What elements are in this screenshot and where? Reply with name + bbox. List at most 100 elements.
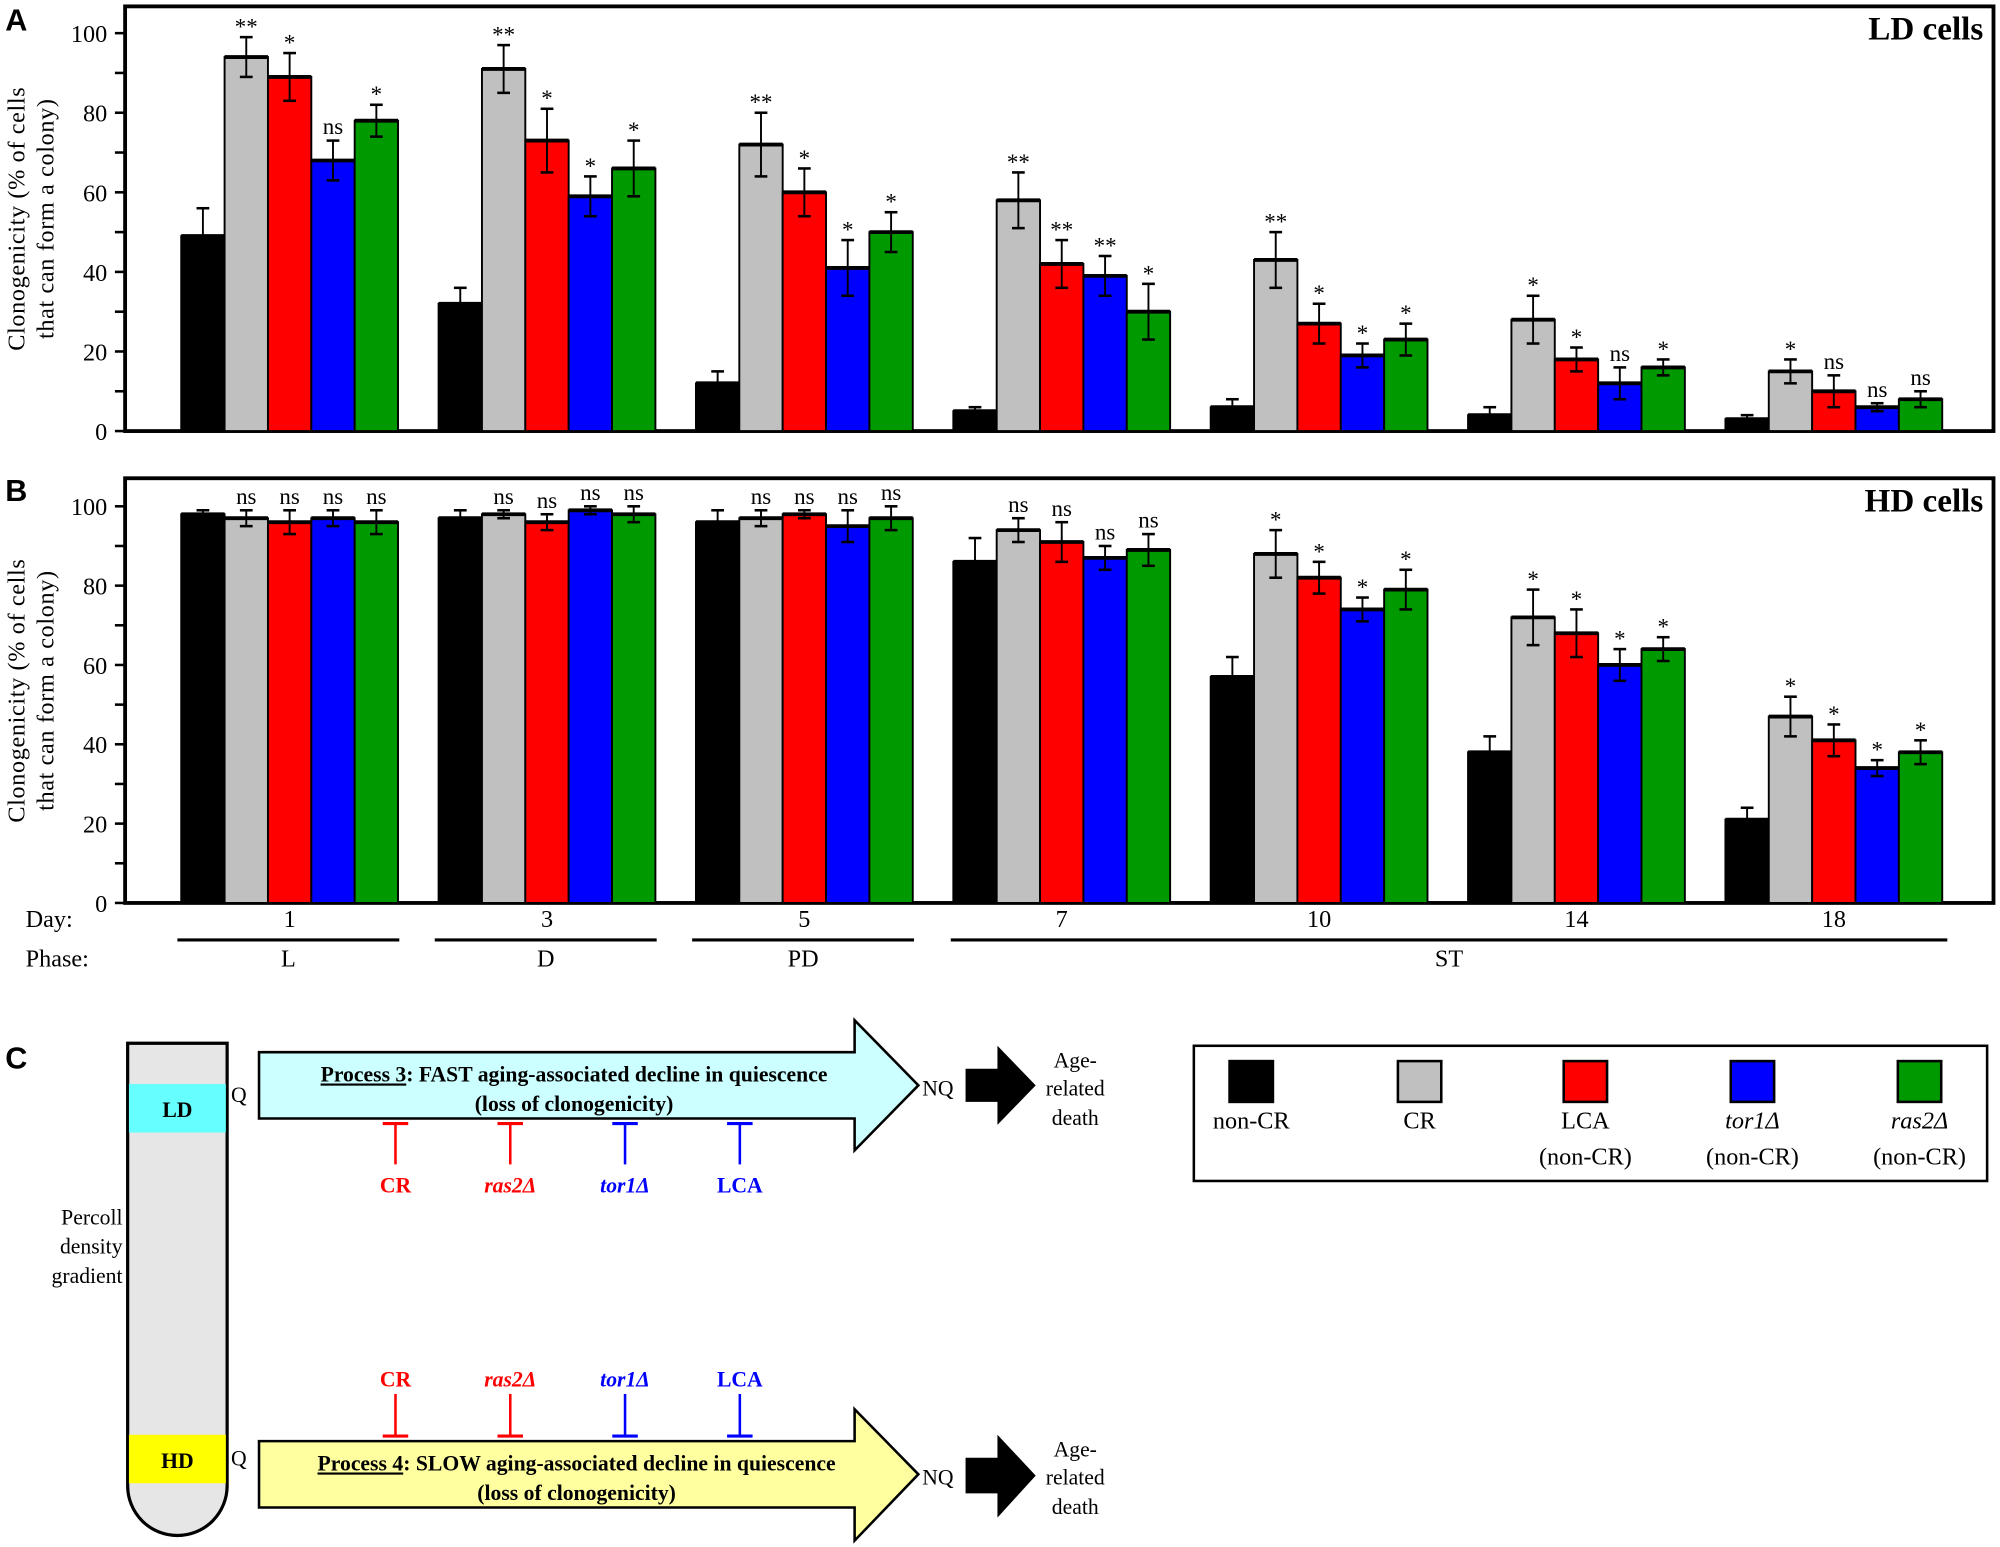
significance-label: ns [1610,341,1630,366]
process-4-text: : SLOW aging-associated decline in quies… [403,1451,836,1475]
bar [1383,588,1429,904]
significance-label: * [1313,281,1324,306]
bar [1039,541,1085,904]
bar [180,235,226,433]
significance-label: ns [624,480,644,505]
outcome-ld-line3: death [1052,1106,1099,1130]
inhibitor-label: tor1Δ [600,1173,650,1197]
significance-label: * [799,146,810,171]
significance-label: * [1657,337,1668,362]
process-3-text: : FAST aging-associated decline in quies… [406,1062,828,1086]
significance-label: ns [794,484,814,509]
bar [868,231,914,433]
day-tick-label: 18 [1822,906,1846,933]
y-axis-label-line1: Clonogenicity (% of cells [3,559,30,823]
significance-label: * [1785,674,1796,699]
significance-label: ns [279,484,299,509]
significance-label: * [885,190,896,215]
hd-title: HD cells [1865,482,1984,519]
bar [1125,548,1172,904]
bar [1597,664,1643,904]
significance-label: * [1313,539,1324,564]
inhibitors: CR CR ras2Δ ras2Δ tor1Δ tor1Δ LCA LCA [380,1121,763,1438]
diagram-panel-c: LD HD Percoll density gradient Q Q Proce… [52,1017,1105,1544]
bar [781,513,827,904]
process-3-name: Process 3 [321,1062,407,1086]
outcome-hd-line1: Age- [1054,1437,1097,1461]
bar [1640,648,1686,904]
process-4-name: Process 4 [318,1451,404,1475]
x-axis-days-phases: Day: Phase: 1 3 5 7 10 14 18 L D PD ST [26,906,1948,973]
day-tick-label: 1 [284,906,296,933]
ld-band-label: LD [162,1098,192,1122]
bar [1724,818,1770,904]
phase-label: PD [788,946,819,973]
bar [995,199,1042,433]
significance-label: ns [323,484,343,509]
significance-label: ns [236,484,256,509]
significance-label: ** [492,23,515,48]
day-tick-label: 14 [1564,906,1588,933]
significance-label: * [1571,325,1582,350]
significance-label: * [1871,738,1882,763]
inhibitor-label: ras2Δ [484,1367,536,1391]
panel-b-letter: B [5,474,27,508]
significance-label: * [1828,702,1839,727]
bar [480,68,527,433]
inhibitor-label: LCA [717,1367,763,1391]
bar [868,517,914,904]
day-tick-label: 5 [798,906,810,933]
significance-label: * [1527,273,1538,298]
significance-label: * [1915,718,1926,743]
ld-band [128,1084,226,1133]
process-4-title: Process 4: SLOW aging-associated decline… [318,1451,836,1475]
significance-label: * [284,31,295,56]
outcome-hd-line2: related [1046,1466,1105,1490]
bar [738,143,784,433]
y-tick-label: 20 [83,339,107,366]
bar [1467,751,1513,904]
outcome-ld-line1: Age- [1054,1048,1097,1072]
inhibitor-label: LCA [717,1173,763,1197]
panel-a-letter: A [5,4,27,38]
day-tick-label: 7 [1056,906,1068,933]
bar [310,517,356,904]
legend-swatch [1396,1059,1443,1104]
significance-label: ns [1008,492,1028,517]
process-3-arrow [257,1017,921,1154]
significance-label: ns [838,484,858,509]
inhibitor-label: CR [380,1173,412,1197]
significance-label: ns [323,114,343,139]
phase-label: D [537,946,555,973]
significance-label: * [842,218,853,243]
bar [480,513,527,904]
legend-swatch [1729,1059,1776,1104]
significance-label: ** [750,90,773,115]
legend-swatch [1562,1059,1609,1104]
y-tick-label: 100 [71,21,107,48]
significance-label: * [1527,567,1538,592]
y-tick-label: 100 [71,494,107,521]
significance-label: * [1357,575,1368,600]
y-tick-label: 20 [83,812,107,839]
panel-c-letter: C [5,1042,27,1076]
bar [223,56,269,433]
bar [1296,576,1342,904]
bar [1767,715,1814,904]
y-tick-label: 80 [83,101,107,128]
legend-label: non-CR [1213,1108,1291,1135]
significance-label: * [1571,587,1582,612]
bar [266,75,313,433]
bar [611,167,657,433]
significance-label: * [1400,301,1411,326]
significance-label: * [1357,321,1368,346]
bar [825,525,871,904]
bar [1209,675,1256,904]
bar [524,521,570,904]
death-arrow-icon [965,1045,1036,1125]
significance-label: * [1614,627,1625,652]
bar [694,521,741,904]
bar [1854,767,1900,904]
significance-label: ns [1138,508,1158,533]
significance-label: ns [1867,377,1887,402]
